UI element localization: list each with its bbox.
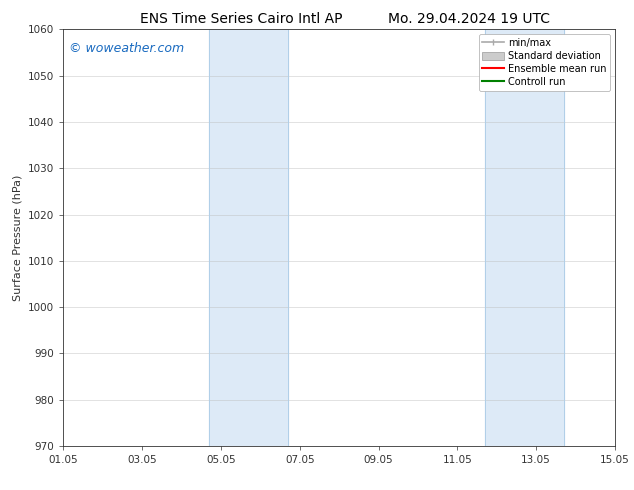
Text: © woweather.com: © woweather.com [69,42,184,55]
Legend: min/max, Standard deviation, Ensemble mean run, Controll run: min/max, Standard deviation, Ensemble me… [479,34,610,91]
Text: ENS Time Series Cairo Intl AP: ENS Time Series Cairo Intl AP [139,12,342,26]
Text: Mo. 29.04.2024 19 UTC: Mo. 29.04.2024 19 UTC [388,12,550,26]
Bar [209,29,288,446]
Bar [485,29,564,446]
Y-axis label: Surface Pressure (hPa): Surface Pressure (hPa) [13,174,23,301]
